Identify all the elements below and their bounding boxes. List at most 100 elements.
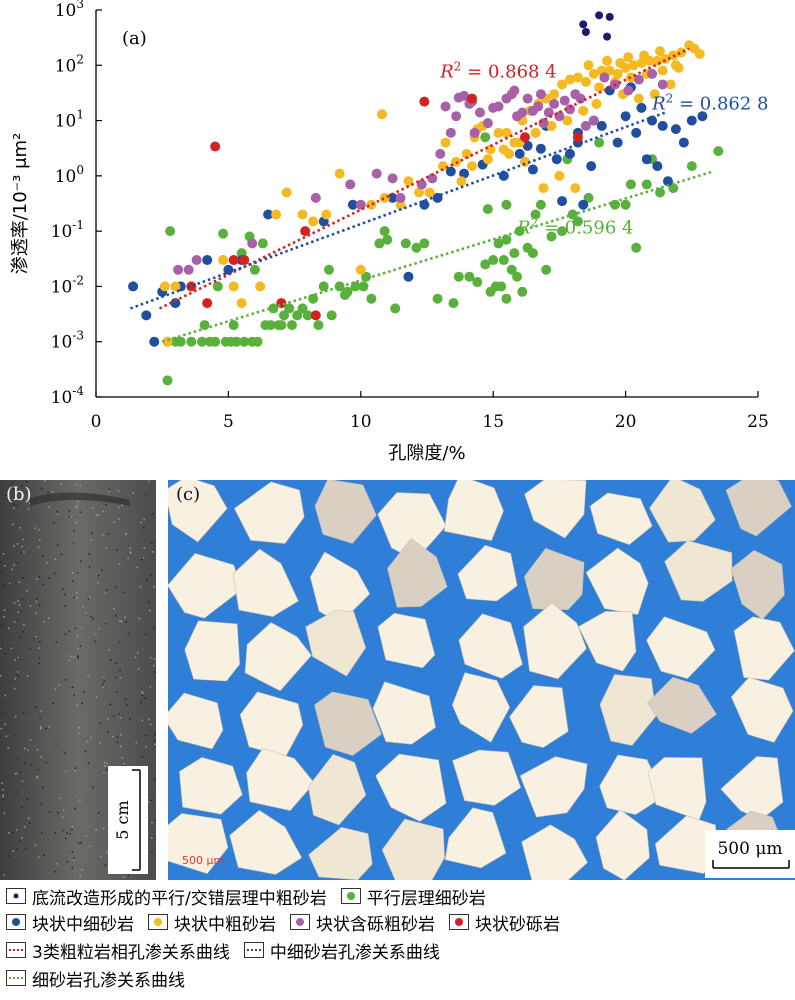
core-speck [17, 600, 19, 602]
data-point [480, 132, 491, 143]
data-point [416, 179, 427, 190]
data-point [498, 255, 509, 266]
core-speck [148, 718, 150, 720]
data-point [519, 156, 530, 167]
core-speck [106, 768, 108, 771]
sand-grain [234, 481, 305, 544]
legend-item: 块状中粗砂岩 [148, 910, 276, 935]
data-point [527, 248, 538, 259]
core-speck [19, 527, 21, 529]
data-point [228, 255, 239, 266]
core-speck [95, 829, 97, 831]
core-speck [108, 649, 111, 651]
data-point [580, 120, 591, 131]
core-scale-bar: 5 cm [108, 766, 148, 874]
data-point [620, 111, 631, 122]
core-speck [90, 736, 92, 739]
data-point [579, 20, 588, 29]
core-speck [55, 641, 58, 643]
sand-grain [377, 612, 436, 669]
data-point [236, 298, 247, 309]
core-speck [73, 656, 75, 658]
core-speck [29, 739, 32, 741]
core-speck [76, 635, 79, 637]
core-speck [100, 855, 102, 858]
core-speck [118, 713, 120, 715]
core-speck [56, 510, 58, 513]
core-speck [75, 483, 77, 486]
data-point [469, 127, 480, 138]
core-speck [144, 697, 146, 699]
core-speck [135, 741, 137, 744]
core-speck [11, 482, 14, 484]
sand-grain [730, 677, 794, 743]
data-point [263, 209, 274, 220]
core-speck [78, 727, 80, 729]
data-point [403, 271, 414, 282]
core-speck [153, 740, 156, 743]
legend-swatch [6, 970, 26, 986]
core-speck [63, 809, 65, 811]
core-speck [66, 860, 69, 863]
data-point [472, 277, 483, 288]
core-speck [17, 611, 20, 613]
data-point [334, 168, 345, 179]
core-speck [12, 507, 15, 509]
core-speck [68, 659, 70, 662]
core-speck [95, 514, 98, 516]
core-speck [7, 855, 10, 858]
core-speck [112, 715, 115, 717]
core-speck [18, 675, 20, 678]
data-point [546, 120, 557, 131]
legend-swatch [6, 942, 26, 958]
data-point [445, 166, 456, 177]
core-speck [48, 506, 50, 508]
data-point [647, 115, 658, 126]
data-point [652, 161, 663, 172]
data-point [395, 199, 406, 210]
data-point [533, 101, 544, 112]
core-speck [154, 734, 156, 736]
data-point [549, 98, 560, 109]
sand-grain [229, 809, 303, 875]
legend-swatch [243, 942, 264, 958]
core-speck [16, 673, 18, 676]
y-tick-label: 10-1 [51, 218, 84, 242]
data-point [424, 187, 435, 198]
sand-grain [381, 818, 445, 880]
core-speck [104, 864, 107, 866]
data-point [554, 111, 565, 122]
data-point [419, 96, 430, 107]
core-speck [38, 576, 41, 578]
core-speck [60, 553, 63, 556]
core-speck [8, 832, 10, 834]
data-point [255, 281, 266, 292]
data-point [512, 271, 523, 282]
core-speck [121, 504, 124, 507]
core-speck [137, 668, 140, 670]
data-point [610, 199, 621, 210]
core-speck [74, 807, 76, 810]
core-speck [141, 719, 144, 722]
y-tick-label: 10-4 [51, 384, 85, 408]
core-speck [77, 500, 79, 503]
core-speck [130, 552, 132, 555]
sand-grain [647, 677, 717, 734]
data-point [496, 281, 507, 292]
core-speck [118, 518, 120, 520]
core-speck [129, 718, 131, 720]
core-speck [18, 581, 21, 583]
data-point [228, 320, 239, 331]
legend-swatch [340, 888, 361, 904]
data-point [557, 79, 568, 90]
core-speck [97, 514, 99, 516]
core-speck [125, 532, 128, 535]
thin-section-scale-label: 500 μm [717, 839, 782, 859]
core-speck [91, 532, 93, 535]
sand-grain [314, 691, 382, 756]
data-point [517, 107, 528, 118]
core-speck [97, 581, 99, 584]
core-speck [76, 591, 78, 594]
data-point [395, 192, 406, 203]
core-speck [150, 723, 152, 726]
